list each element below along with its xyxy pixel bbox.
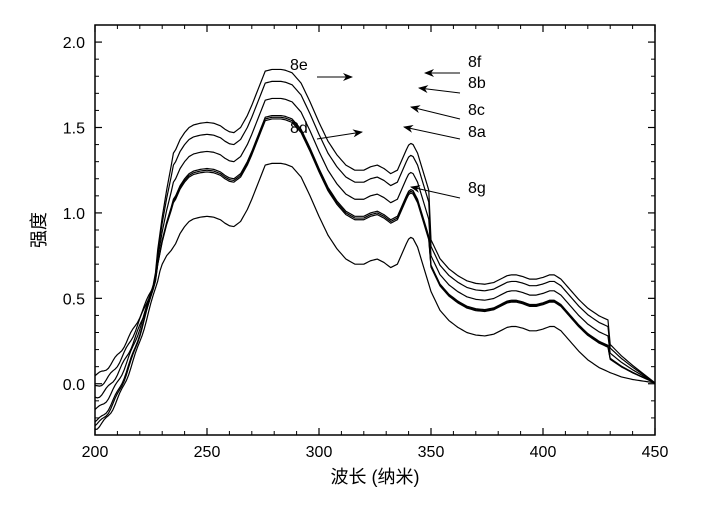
y-tick-label: 0.5	[63, 291, 85, 308]
annotation-arrow-8a	[404, 127, 460, 139]
x-tick-label: 200	[82, 444, 109, 461]
plot-frame	[95, 25, 655, 435]
annotation-8f: 8f	[468, 54, 482, 71]
y-tick-label: 1.0	[63, 206, 85, 223]
annotation-arrow-8g	[411, 187, 460, 198]
y-tick-label: 1.5	[63, 121, 85, 138]
annotation-8g: 8g	[468, 180, 486, 197]
x-tick-label: 450	[642, 444, 669, 461]
series-8f	[95, 69, 655, 386]
y-tick-label: 2.0	[63, 35, 85, 52]
annotation-arrow-8c	[411, 107, 460, 119]
x-tick-label: 400	[530, 444, 557, 461]
annotation-8a: 8a	[468, 124, 486, 141]
x-tick-label: 300	[306, 444, 333, 461]
x-tick-label: 350	[418, 444, 445, 461]
y-axis-label: 强度	[29, 212, 49, 248]
x-tick-label: 250	[194, 444, 221, 461]
series-8d	[95, 119, 655, 426]
annotation-8e: 8e	[290, 57, 308, 74]
y-tick-label: 0.0	[63, 377, 85, 394]
annotation-8b: 8b	[468, 75, 486, 92]
chart-svg: 200 250 300 350 400 450 0.0 0.5 1.0 1.5 2.0 波长 (纳米)…	[0, 0, 711, 520]
series-8e	[95, 117, 655, 422]
series-8a	[95, 116, 655, 410]
annotation-arrow-8b	[419, 88, 460, 93]
x-axis-label: 波长 (纳米)	[331, 467, 420, 487]
annotation-8d: 8d	[290, 120, 308, 137]
series-8b	[95, 81, 655, 383]
annotation-8c: 8c	[468, 102, 485, 119]
spectrum-chart: 200 250 300 350 400 450 0.0 0.5 1.0 1.5 2.0 波长 (纳米)…	[0, 0, 711, 520]
